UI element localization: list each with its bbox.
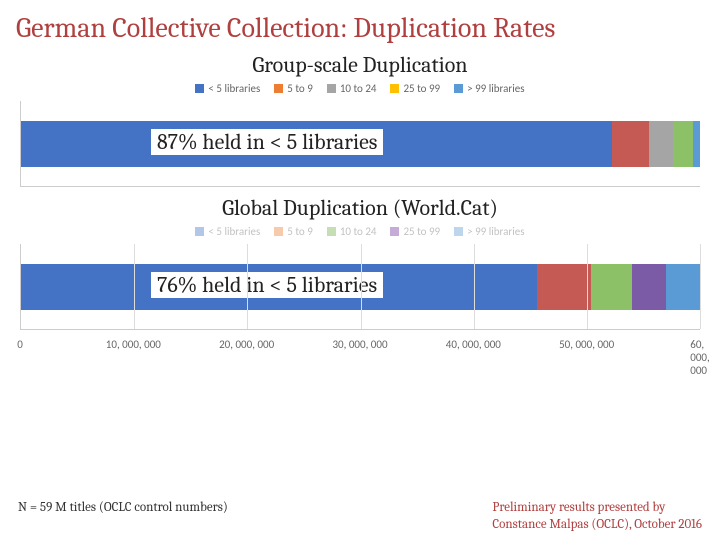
legend-label: 25 to 99 [403,82,440,95]
legend-swatch [454,227,463,236]
chart-group-scale: Group-scale Duplication < 5 libraries 5 t… [0,52,720,187]
legend-label: 5 to 9 [287,225,313,238]
bar-segment [632,264,666,310]
chart2-overlay-label: 76% held in < 5 libraries [151,272,383,298]
legend-swatch [195,84,204,93]
gridline [247,244,248,329]
x-tick-label: 10, 000, 000 [106,338,161,351]
chart1-title: Group-scale Duplication [0,52,720,78]
legend-swatch [390,227,399,236]
footer-note-line1: Preliminary results presented by [492,500,665,515]
legend-item: > 99 libraries [454,225,524,238]
bar-segment [666,264,700,310]
legend-item: 10 to 24 [327,225,377,238]
gridline [134,244,135,329]
x-tick-label: 30, 000, 000 [332,338,387,351]
legend-label: 10 to 24 [340,82,377,95]
legend-item: 25 to 99 [390,82,440,95]
chart2-legend: < 5 libraries 5 to 9 10 to 24 25 to 99 > 99 … [0,225,720,238]
legend-item: > 99 libraries [454,82,524,95]
bar-segment [693,121,700,167]
legend-swatch [327,227,336,236]
bar-segment [649,121,673,167]
legend-label: 25 to 99 [403,225,440,238]
legend-item: 25 to 99 [390,225,440,238]
legend-label: 10 to 24 [340,225,377,238]
legend-swatch [274,227,283,236]
chart-global: Global Duplication (World.Cat) < 5 libra… [0,195,720,358]
chart1-overlay-label: 87% held in < 5 libraries [151,129,383,155]
legend-item: 5 to 9 [274,82,313,95]
chart2-title: Global Duplication (World.Cat) [0,195,720,221]
legend-swatch [327,84,336,93]
legend-swatch [390,84,399,93]
chart2-bar-area: 76% held in < 5 libraries [20,244,700,330]
footer-left: N = 59 M titles (OCLC control numbers) [18,500,228,534]
footer-note: Preliminary results presented by Constan… [492,500,702,534]
x-tick-label: 0 [17,338,23,351]
chart2-x-axis: 0 10, 000, 000 20, 000, 000 30, 000, 000 40,… [20,338,700,358]
legend-swatch [274,84,283,93]
footer: N = 59 M titles (OCLC control numbers) P… [0,500,720,534]
chart1-legend: < 5 libraries 5 to 9 10 to 24 25 to 99 > 99 … [0,82,720,95]
x-tick-label: 20, 000, 000 [219,338,274,351]
x-tick-label: 50, 000, 000 [559,338,614,351]
bar-segment [591,264,632,310]
legend-item: < 5 libraries [195,82,260,95]
legend-label: > 99 libraries [467,225,524,238]
legend-item: < 5 libraries [195,225,260,238]
legend-item: 5 to 9 [274,225,313,238]
chart1-bar-area: 87% held in < 5 libraries [20,101,700,187]
gridline [587,244,588,329]
gridline [474,244,475,329]
legend-swatch [454,84,463,93]
slide-title: German Collective Collection: Duplicatio… [0,0,720,52]
gridline [361,244,362,329]
x-tick-label: 60, 000, 000 [690,338,709,377]
legend-swatch [195,227,204,236]
legend-label: 5 to 9 [287,82,313,95]
legend-label: < 5 libraries [208,225,260,238]
legend-item: 10 to 24 [327,82,377,95]
bar-segment [537,264,591,310]
x-tick-label: 40, 000, 000 [446,338,501,351]
bar-segment [612,121,649,167]
gridline [700,244,701,329]
bar-segment [673,121,693,167]
footer-note-line2: Constance Malpas (OCLC), October 2016 [492,517,702,532]
legend-label: < 5 libraries [208,82,260,95]
legend-label: > 99 libraries [467,82,524,95]
